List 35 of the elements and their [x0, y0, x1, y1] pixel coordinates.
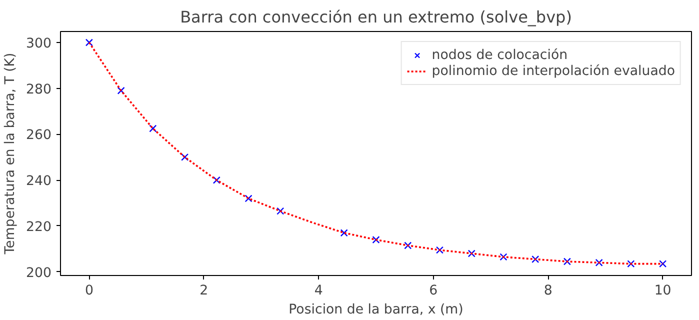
x-tick-label: 8 [544, 284, 552, 298]
point [372, 236, 380, 244]
point [500, 253, 508, 261]
y-axis-title: Temperatura en la barra, T (K) [3, 52, 18, 256]
point [149, 124, 157, 132]
x-axis-title: Posicion de la barra, x (m) [288, 302, 464, 318]
point [563, 258, 571, 266]
point [276, 207, 284, 215]
x-tick-label: 2 [200, 284, 208, 298]
point [85, 38, 93, 46]
point [340, 229, 348, 237]
x-tick-label: 4 [314, 284, 323, 298]
point [117, 86, 125, 94]
point [404, 242, 412, 250]
y-tick-label: 300 [26, 36, 52, 52]
point [244, 194, 252, 202]
point [468, 250, 476, 258]
point [627, 260, 635, 268]
y-tick-label: 260 [26, 128, 52, 144]
point [181, 153, 189, 161]
x-tick-label: 0 [84, 284, 94, 298]
y-tick-label: 280 [26, 82, 52, 98]
x-tick-label: 6 [429, 284, 438, 298]
y-tick-label: 240 [26, 174, 52, 190]
legend-label: polinomio de interpolación evaluado [432, 63, 675, 79]
legend-label: nodos de colocación [432, 47, 568, 63]
point [595, 258, 603, 266]
point [212, 176, 220, 184]
point [532, 255, 540, 263]
y-tick-label: 200 [26, 266, 52, 281]
x-tick-label: 10 [654, 284, 672, 298]
point [659, 260, 667, 268]
point [436, 246, 444, 254]
chart-title: Barra con convección en un extremo (solve_bvp) [180, 8, 572, 26]
y-tick-label: 220 [26, 220, 52, 235]
